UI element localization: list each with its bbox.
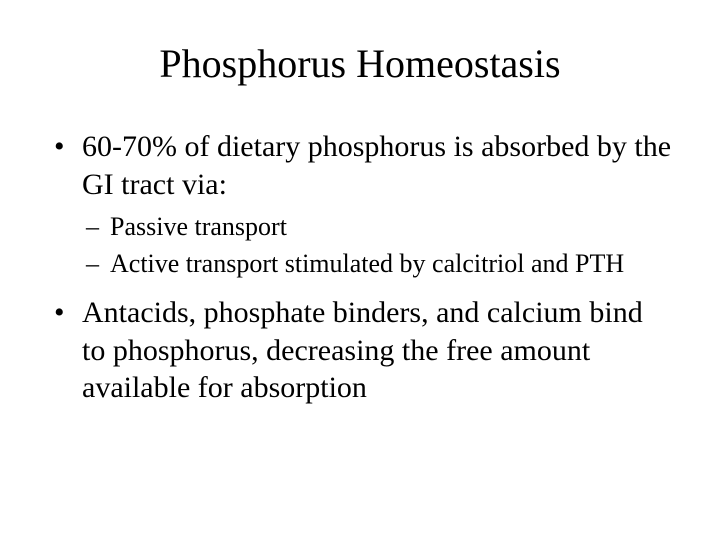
bullet-text: Antacids, phosphate binders, and calcium… — [82, 296, 643, 404]
sub-bullet-list: Passive transport Active transport stimu… — [82, 211, 672, 280]
bullet-item: 60-70% of dietary phosphorus is absorbed… — [48, 128, 672, 280]
slide-title: Phosphorus Homeostasis — [48, 40, 672, 88]
sub-bullet-item: Passive transport — [82, 211, 672, 244]
bullet-text: 60-70% of dietary phosphorus is absorbed… — [82, 130, 671, 201]
slide: Phosphorus Homeostasis 60-70% of dietary… — [0, 0, 720, 540]
bullet-list: 60-70% of dietary phosphorus is absorbed… — [48, 128, 672, 407]
sub-bullet-item: Active transport stimulated by calcitrio… — [82, 248, 672, 281]
bullet-item: Antacids, phosphate binders, and calcium… — [48, 294, 672, 407]
